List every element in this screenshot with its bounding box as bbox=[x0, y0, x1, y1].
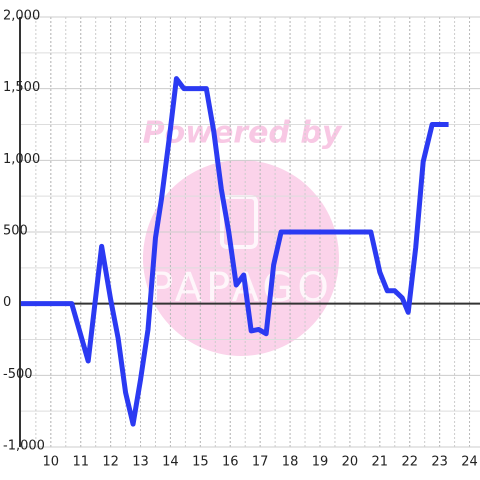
y-tick-label: -1,000 bbox=[3, 439, 45, 454]
x-tick-label: 17 bbox=[252, 455, 269, 470]
line bbox=[20, 76, 449, 427]
x-tick-label: 10 bbox=[43, 455, 60, 470]
x-tick-label: 16 bbox=[222, 455, 239, 470]
x-tick-label: 23 bbox=[431, 455, 448, 470]
x-tick-label: 22 bbox=[401, 455, 418, 470]
grid bbox=[19, 16, 480, 448]
y-tick-label: 500 bbox=[3, 224, 28, 239]
plot bbox=[20, 76, 449, 427]
x-tick-label: 14 bbox=[162, 455, 179, 470]
y-tick-label: -500 bbox=[3, 367, 33, 382]
y-tick-label: 0 bbox=[3, 295, 11, 310]
labels: 10 11 12 13 14 15 16 17 18 19 20 21 22 23 24 -1,000 -500… bbox=[3, 9, 478, 470]
y-tick-label: 1,500 bbox=[3, 80, 40, 95]
x-tick-label: 11 bbox=[72, 455, 89, 470]
x-tick-label: 24 bbox=[461, 455, 478, 470]
x-tick-label: 20 bbox=[342, 455, 359, 470]
x-tick-label: 12 bbox=[102, 455, 119, 470]
x-tick-label: 21 bbox=[372, 455, 389, 470]
watermark: Powered by bbox=[143, 116, 343, 151]
x-tick-label: 13 bbox=[132, 455, 149, 470]
logo-circle bbox=[143, 160, 339, 356]
logo-icon bbox=[220, 195, 258, 249]
x-tick-label: 19 bbox=[312, 455, 329, 470]
y-tick-label: 1,000 bbox=[3, 152, 40, 167]
x-tick-label: 18 bbox=[282, 455, 299, 470]
y-tick-label: 2,000 bbox=[3, 9, 40, 24]
x-tick-label: 15 bbox=[192, 455, 209, 470]
